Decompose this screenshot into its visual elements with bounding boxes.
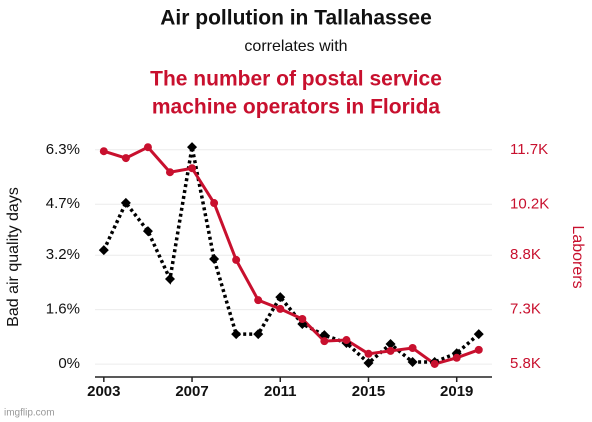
chart-title-2: machine operators in Florida <box>152 96 441 119</box>
point <box>275 292 286 303</box>
x-tick-label: 2015 <box>352 383 385 400</box>
series-line <box>103 145 480 366</box>
point <box>408 344 417 353</box>
y-tick-label: 0% <box>58 355 80 372</box>
point <box>364 349 373 358</box>
point <box>121 154 130 163</box>
x-tick-label: 2019 <box>440 383 473 400</box>
y2-tick-label: 11.7K <box>510 141 548 158</box>
point <box>254 296 263 305</box>
y-tick-label: 1.6% <box>46 301 80 318</box>
point <box>231 329 242 340</box>
point <box>187 142 198 153</box>
point <box>210 199 219 208</box>
x-tick-label: 2007 <box>175 383 208 400</box>
y2-tick-label: 7.3K <box>510 301 541 318</box>
point <box>407 357 418 368</box>
point <box>142 226 153 237</box>
point <box>430 359 439 368</box>
y-tick-label: 4.7% <box>46 195 80 212</box>
point <box>298 315 307 324</box>
watermark: imgflip.com <box>4 408 55 419</box>
point <box>164 274 175 285</box>
y-tick-label: 3.2% <box>46 246 80 263</box>
y-axis-label: Bad air quality days <box>5 187 22 327</box>
point <box>363 358 374 369</box>
point <box>342 336 351 345</box>
y2-tick-label: 10.2K <box>510 195 549 212</box>
y2-axis-label: Laborers <box>569 225 586 288</box>
y2-tick-label: 5.8K <box>510 355 541 372</box>
point <box>320 337 329 346</box>
point <box>209 253 220 264</box>
point <box>385 339 396 350</box>
point <box>232 255 241 264</box>
y2-tick-label: 8.8K <box>510 246 541 263</box>
y-tick-label: 6.3% <box>46 141 80 158</box>
point <box>452 353 461 362</box>
point <box>143 143 152 152</box>
chart-title: Air pollution in Tallahassee <box>160 7 432 30</box>
point <box>473 329 484 340</box>
chart-title-2: The number of postal service <box>150 68 442 91</box>
point <box>99 147 108 156</box>
x-tick-label: 2003 <box>87 383 120 400</box>
point <box>276 304 285 313</box>
x-tick-label: 2011 <box>264 383 297 400</box>
point <box>98 245 109 256</box>
point <box>165 168 174 177</box>
point <box>188 164 197 173</box>
point <box>386 346 395 355</box>
point <box>319 330 330 341</box>
point <box>120 197 131 208</box>
chart-subtitle: correlates with <box>244 38 347 55</box>
point <box>474 345 483 354</box>
point <box>253 329 264 340</box>
